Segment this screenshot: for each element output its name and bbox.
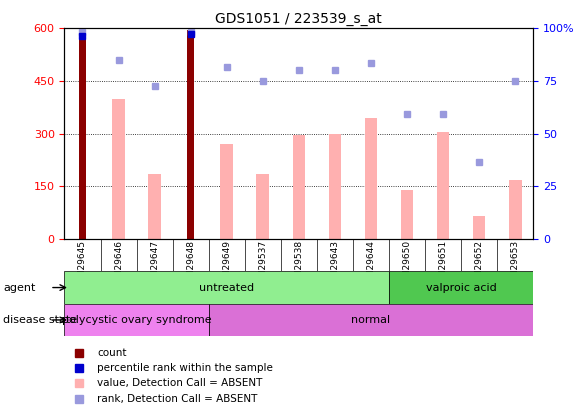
- Bar: [64, 271, 389, 304]
- Bar: [209, 304, 533, 336]
- Bar: [509, 180, 522, 239]
- Bar: [401, 190, 413, 239]
- Text: polycystic ovary syndrome: polycystic ovary syndrome: [62, 315, 212, 325]
- Bar: [437, 132, 449, 239]
- Bar: [113, 98, 125, 239]
- Text: percentile rank within the sample: percentile rank within the sample: [97, 363, 273, 373]
- Bar: [79, 32, 86, 239]
- Text: disease state: disease state: [3, 315, 77, 325]
- Bar: [292, 135, 305, 239]
- Text: count: count: [97, 348, 127, 358]
- Text: value, Detection Call = ABSENT: value, Detection Call = ABSENT: [97, 378, 263, 388]
- Text: untreated: untreated: [199, 283, 254, 292]
- Bar: [257, 174, 269, 239]
- Bar: [187, 30, 195, 239]
- Title: GDS1051 / 223539_s_at: GDS1051 / 223539_s_at: [216, 12, 382, 26]
- Text: rank, Detection Call = ABSENT: rank, Detection Call = ABSENT: [97, 394, 258, 403]
- Text: normal: normal: [352, 315, 390, 325]
- Bar: [329, 134, 341, 239]
- Bar: [389, 271, 533, 304]
- Text: agent: agent: [3, 283, 35, 292]
- Text: valproic acid: valproic acid: [426, 283, 496, 292]
- Bar: [364, 118, 377, 239]
- Bar: [64, 304, 209, 336]
- Bar: [473, 216, 485, 239]
- Bar: [148, 174, 161, 239]
- Bar: [220, 144, 233, 239]
